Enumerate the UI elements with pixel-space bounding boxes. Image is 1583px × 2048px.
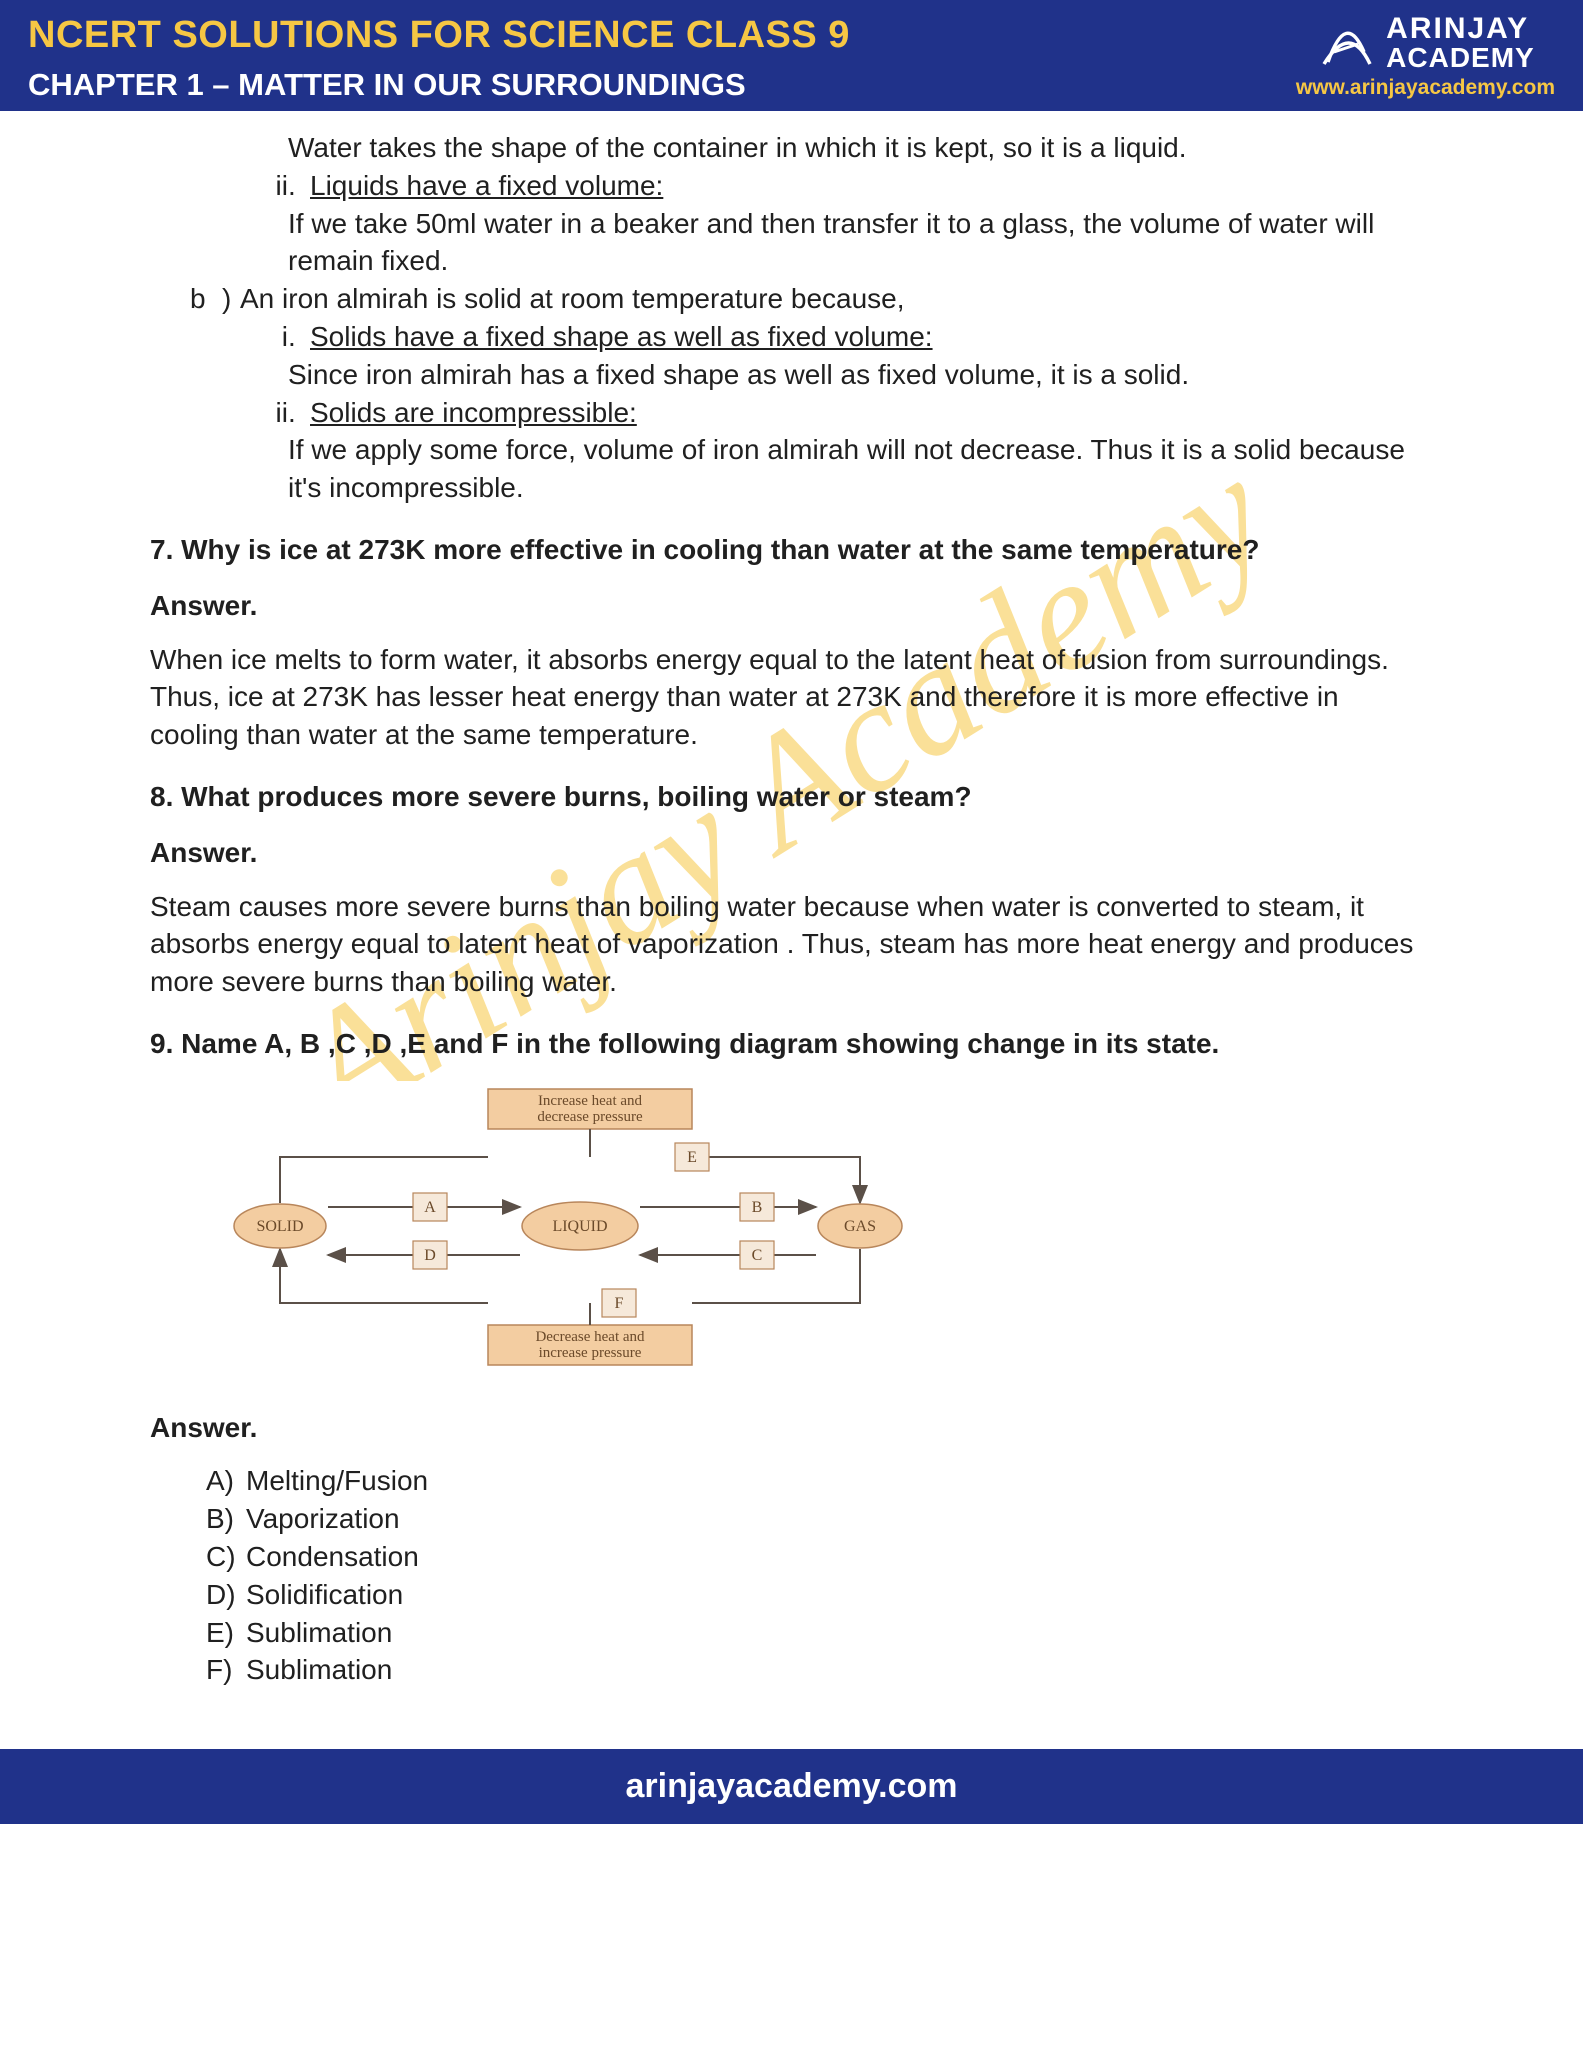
- state-diagram-wrap: Increase heat anddecrease pressure Decrea…: [220, 1081, 1433, 1381]
- footer-text: arinjayacademy.com: [626, 1767, 958, 1805]
- answer-label: B): [206, 1500, 246, 1538]
- q7-question: 7. Why is ice at 273K more effective in …: [150, 531, 1433, 569]
- b-i-body: Since iron almirah has a fixed shape as …: [150, 356, 1433, 394]
- answer-row: C)Condensation: [206, 1538, 1433, 1576]
- q7-answer: When ice melts to form water, it absorbs…: [150, 641, 1433, 754]
- answer-row: A)Melting/Fusion: [206, 1462, 1433, 1500]
- b-intro: An iron almirah is solid at room tempera…: [240, 280, 905, 318]
- brand-name: ARINJAY ACADEMY: [1386, 14, 1535, 72]
- letter-b: b: [190, 280, 222, 318]
- answer-label: E): [206, 1614, 246, 1652]
- answer-label: C): [206, 1538, 246, 1576]
- answer-row: B)Vaporization: [206, 1500, 1433, 1538]
- page-footer: arinjayacademy.com: [0, 1749, 1583, 1824]
- page-title: NCERT SOLUTIONS FOR SCIENCE CLASS 9: [28, 14, 850, 57]
- roman-numeral: ii: [246, 167, 288, 205]
- answer-label: F): [206, 1651, 246, 1689]
- b-ii-row: ii . Solids are incompressible:: [150, 394, 1433, 432]
- brand-line1: ARINJAY: [1386, 14, 1535, 44]
- answer-row: F)Sublimation: [206, 1651, 1433, 1689]
- svg-text:decrease pressure: decrease pressure: [537, 1109, 643, 1125]
- paren: ): [222, 280, 240, 318]
- svg-text:D: D: [424, 1247, 436, 1264]
- answer-text: Solidification: [246, 1576, 403, 1614]
- svg-text:E: E: [687, 1149, 697, 1166]
- dot: .: [288, 394, 310, 432]
- answer-label: D): [206, 1576, 246, 1614]
- answer-label: A): [206, 1462, 246, 1500]
- brand-logo: ARINJAY ACADEMY: [1316, 14, 1535, 72]
- answer-row: E)Sublimation: [206, 1614, 1433, 1652]
- svg-text:B: B: [752, 1199, 763, 1216]
- roman-numeral: ii: [246, 394, 288, 432]
- dot: .: [288, 167, 310, 205]
- header-left: NCERT SOLUTIONS FOR SCIENCE CLASS 9 CHAP…: [28, 14, 850, 103]
- q9-answer-label: Answer.: [150, 1409, 1433, 1447]
- content-body: Water takes the shape of the container i…: [150, 129, 1433, 1689]
- answer-text: Condensation: [246, 1538, 419, 1576]
- q8-question: 8. What produces more severe burns, boil…: [150, 778, 1433, 816]
- answer-text: Sublimation: [246, 1651, 392, 1689]
- q9-answer-list: A)Melting/FusionB)VaporizationC)Condensa…: [206, 1462, 1433, 1689]
- a-ii-row: ii . Liquids have a fixed volume:: [150, 167, 1433, 205]
- svg-text:Increase heat and: Increase heat and: [538, 1093, 643, 1109]
- answer-text: Sublimation: [246, 1614, 392, 1652]
- svg-text:SOLID: SOLID: [256, 1218, 303, 1235]
- svg-text:F: F: [615, 1295, 624, 1312]
- brand-url: www.arinjayacademy.com: [1296, 76, 1555, 100]
- state-diagram: Increase heat anddecrease pressure Decrea…: [220, 1081, 940, 1371]
- dot: .: [288, 318, 310, 356]
- b-row: b ) An iron almirah is solid at room tem…: [150, 280, 1433, 318]
- answer-row: D)Solidification: [206, 1576, 1433, 1614]
- header-right: ARINJAY ACADEMY www.arinjayacademy.com: [1296, 14, 1555, 100]
- svg-text:A: A: [424, 1199, 436, 1216]
- b-i-heading: Solids have a fixed shape as well as fix…: [310, 318, 933, 356]
- brand-icon: [1316, 14, 1376, 72]
- chapter-title: CHAPTER 1 – MATTER IN OUR SURROUNDINGS: [28, 67, 850, 103]
- roman-numeral: i: [246, 318, 288, 356]
- svg-text:GAS: GAS: [844, 1218, 876, 1235]
- q8-answer: Steam causes more severe burns than boil…: [150, 888, 1433, 1001]
- page-header: NCERT SOLUTIONS FOR SCIENCE CLASS 9 CHAP…: [0, 0, 1583, 111]
- svg-text:increase pressure: increase pressure: [539, 1345, 642, 1361]
- a-ii-heading: Liquids have a fixed volume:: [310, 167, 663, 205]
- answer-text: Vaporization: [246, 1500, 400, 1538]
- page-content: Arinjay Academy Water takes the shape of…: [0, 111, 1583, 1749]
- svg-text:C: C: [752, 1247, 763, 1264]
- b-ii-body: If we apply some force, volume of iron a…: [150, 431, 1433, 507]
- answer-text: Melting/Fusion: [246, 1462, 428, 1500]
- a-ii-body: If we take 50ml water in a beaker and th…: [150, 205, 1433, 281]
- b-i-row: i . Solids have a fixed shape as well as…: [150, 318, 1433, 356]
- q7-answer-label: Answer.: [150, 587, 1433, 625]
- a-body-continued: Water takes the shape of the container i…: [150, 129, 1433, 167]
- b-ii-heading: Solids are incompressible:: [310, 394, 637, 432]
- q9-question: 9. Name A, B ,C ,D ,E and F in the follo…: [150, 1025, 1433, 1063]
- q8-answer-label: Answer.: [150, 834, 1433, 872]
- svg-text:LIQUID: LIQUID: [552, 1218, 607, 1235]
- svg-text:Decrease heat and: Decrease heat and: [535, 1329, 645, 1345]
- brand-line2: ACADEMY: [1386, 44, 1535, 72]
